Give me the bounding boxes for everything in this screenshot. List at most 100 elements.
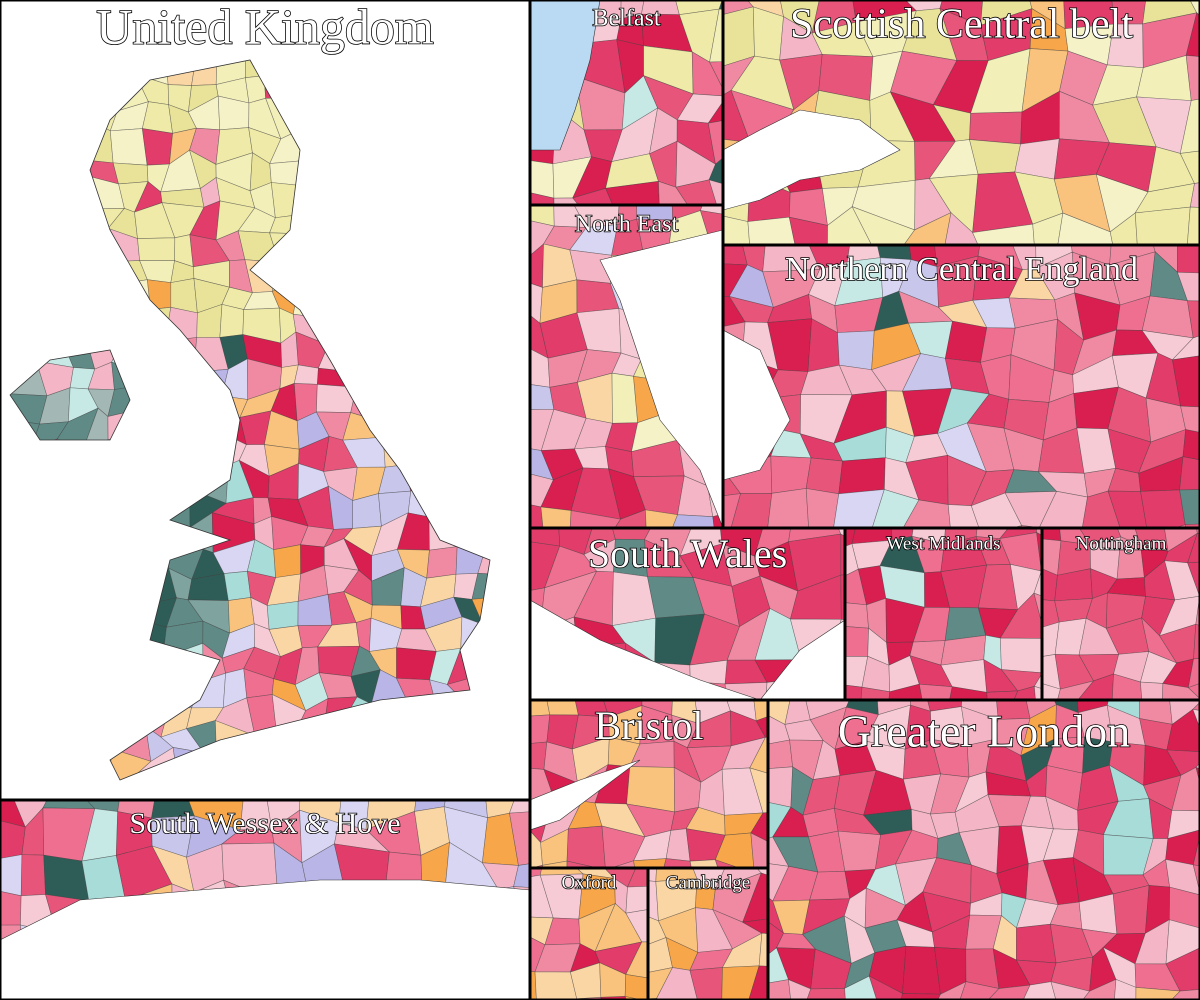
region (972, 223, 1035, 245)
water (723, 329, 791, 481)
panel-title: Cambridge (666, 872, 750, 893)
region (788, 216, 828, 245)
region (605, 180, 660, 205)
region (707, 120, 723, 165)
region (806, 988, 846, 1000)
panel (530, 868, 648, 1000)
panel-title: West Midlands (886, 533, 1000, 554)
region (714, 832, 755, 868)
region (707, 101, 723, 124)
region (767, 488, 809, 528)
region (112, 162, 149, 185)
region (888, 683, 923, 700)
region (530, 504, 544, 528)
region (1165, 859, 1200, 896)
water (0, 879, 530, 1000)
region (1032, 212, 1064, 245)
region (730, 493, 773, 528)
region (266, 601, 299, 630)
panel-title: Belfast (593, 6, 661, 32)
panel-frame (646, 866, 770, 1000)
region (542, 860, 568, 868)
region (141, 128, 173, 166)
region (999, 637, 1042, 674)
region (625, 909, 648, 943)
region (1177, 271, 1200, 302)
panel-title: Oxford (562, 872, 617, 893)
region (708, 157, 723, 185)
panel (1042, 528, 1200, 700)
panel (845, 528, 1042, 700)
region (742, 872, 768, 923)
region (837, 830, 881, 872)
panel (530, 528, 845, 700)
coast (9, 349, 131, 441)
water (530, 0, 601, 151)
panel-title: South Wales (588, 531, 787, 576)
region (530, 192, 555, 205)
region (1179, 98, 1200, 154)
region (610, 860, 636, 868)
region (986, 690, 1019, 700)
region (1171, 335, 1200, 361)
water (530, 759, 641, 831)
region (569, 510, 622, 528)
region (1107, 490, 1148, 528)
region (625, 941, 648, 979)
region (758, 932, 768, 967)
panel-title: United Kingdom (96, 0, 434, 54)
water (599, 229, 723, 528)
region (20, 854, 46, 897)
region (918, 683, 953, 700)
region (949, 686, 988, 700)
region (770, 455, 812, 494)
region (749, 736, 768, 774)
region (513, 863, 530, 888)
region (1189, 182, 1200, 208)
region (1033, 570, 1042, 597)
region (566, 825, 606, 868)
region (1167, 809, 1200, 840)
region (851, 206, 916, 245)
region (1185, 12, 1200, 57)
region (534, 971, 578, 1000)
region (1112, 885, 1150, 935)
region (1193, 623, 1200, 660)
region (708, 179, 723, 205)
panel-frame (766, 698, 1200, 1000)
region (1170, 989, 1200, 1000)
region (1179, 456, 1200, 491)
region (959, 981, 1000, 1000)
region (645, 509, 679, 528)
region (572, 187, 614, 205)
region (1187, 532, 1200, 564)
region (833, 489, 885, 528)
region (969, 111, 1023, 145)
region (614, 509, 647, 528)
region (223, 570, 252, 601)
region (902, 499, 951, 528)
region (937, 981, 967, 1000)
region (1186, 206, 1200, 245)
region (1038, 491, 1088, 528)
region (868, 975, 903, 1000)
panel (768, 700, 1200, 1000)
region (1033, 685, 1042, 700)
region (902, 945, 941, 995)
region (170, 278, 198, 314)
region (838, 457, 886, 495)
region (788, 979, 812, 1000)
region (903, 212, 952, 245)
region (1179, 150, 1200, 184)
region (471, 573, 490, 600)
panel (0, 800, 530, 1000)
region (1135, 987, 1181, 1000)
region (987, 984, 1031, 1000)
region (1033, 672, 1042, 689)
region (273, 544, 301, 578)
region (137, 237, 176, 262)
region (675, 179, 718, 205)
panel-title: Bristol (595, 703, 704, 748)
panel-title: Greater London (838, 706, 1131, 757)
